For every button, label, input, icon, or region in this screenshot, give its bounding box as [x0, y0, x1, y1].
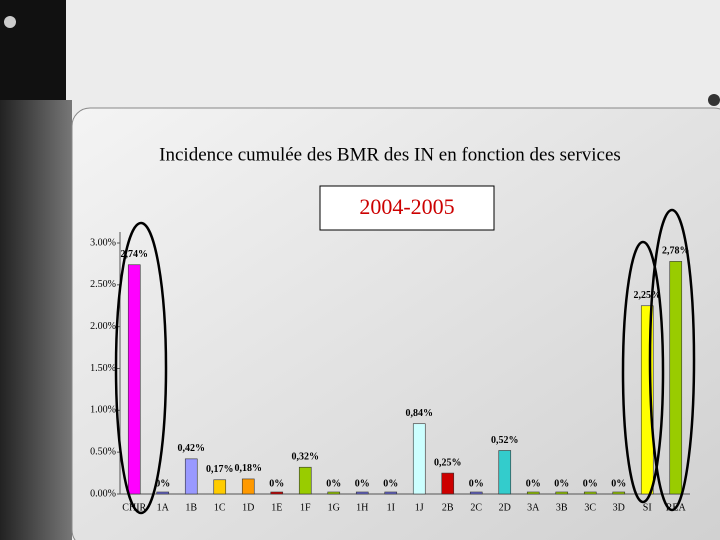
x-tick-label: 3D [613, 502, 625, 513]
bar [669, 261, 683, 495]
x-tick-label: 3C [584, 502, 596, 513]
dot [4, 16, 16, 28]
x-tick-label: 1D [242, 502, 254, 513]
bar [469, 491, 483, 495]
value-label: 0,25% [434, 457, 462, 468]
bar [327, 491, 341, 495]
value-label: 0,52% [491, 435, 519, 446]
value-label: 0,17% [206, 464, 234, 475]
x-tick-label: 2D [499, 502, 511, 513]
bar [156, 491, 170, 495]
value-label: 0% [269, 478, 284, 489]
y-tick-label: 1.50% [90, 363, 116, 374]
x-tick-label: 1H [356, 502, 368, 513]
bar [355, 491, 369, 495]
bar [526, 491, 540, 495]
value-label: 0% [355, 478, 370, 489]
highlight-oval [648, 208, 696, 512]
bar [412, 423, 426, 495]
bar [612, 491, 626, 495]
value-label: 0% [155, 478, 170, 489]
y-tick-label: 0.50% [90, 446, 116, 457]
value-label: 0% [383, 478, 398, 489]
highlight-oval [621, 240, 665, 504]
chart-subtitle: 2004-2005 [359, 194, 454, 219]
x-tick-label: 1I [387, 502, 395, 513]
value-label: 0,32% [292, 452, 320, 463]
y-tick-label: 3.00% [90, 237, 116, 248]
bar [441, 472, 455, 495]
value-label: 0% [526, 478, 541, 489]
y-tick-label: 1.00% [90, 405, 116, 416]
bar [555, 491, 569, 495]
x-tick-label: 2C [470, 502, 482, 513]
corner-panel [0, 0, 66, 100]
value-label: 0% [611, 478, 626, 489]
x-tick-label: 2B [442, 502, 454, 513]
bar [241, 478, 255, 495]
x-tick-label: 1F [300, 502, 311, 513]
value-label: 0% [583, 478, 598, 489]
value-label: 0% [469, 478, 484, 489]
value-label: 2,78% [662, 246, 690, 257]
bar [384, 491, 398, 495]
x-tick-label: 1E [271, 502, 282, 513]
value-label: 2,74% [121, 249, 149, 260]
value-label: 0% [326, 478, 341, 489]
x-tick-label: 1B [185, 502, 197, 513]
x-tick-label: 1A [157, 502, 170, 513]
subtitle-box [319, 185, 495, 231]
dot [708, 94, 720, 106]
value-label: 0,18% [235, 463, 263, 474]
value-label: 0,84% [406, 408, 434, 419]
x-tick-label: SI [643, 502, 652, 513]
x-tick-label: 1G [328, 502, 340, 513]
x-tick-label: 1J [415, 502, 424, 513]
value-label: 2,25% [634, 290, 662, 301]
side-panel [0, 100, 72, 540]
value-label: 0% [554, 478, 569, 489]
bar [298, 466, 312, 495]
bar [583, 491, 597, 495]
y-tick-label: 0.00% [90, 488, 116, 499]
y-tick-label: 2.00% [90, 321, 116, 332]
value-label: 0,42% [178, 443, 206, 454]
bar [184, 458, 198, 495]
y-tick-label: 2.50% [90, 279, 116, 290]
x-tick-label: 3B [556, 502, 568, 513]
x-tick-label: 1C [214, 502, 226, 513]
bar [127, 264, 141, 495]
bar [270, 491, 284, 495]
chart-title: Incidence cumulée des BMR des IN en fonc… [159, 144, 621, 165]
bar [213, 479, 227, 495]
slide-panel [71, 107, 720, 540]
x-tick-label: 3A [527, 502, 540, 513]
bar [498, 450, 512, 495]
highlight-oval [114, 221, 168, 515]
